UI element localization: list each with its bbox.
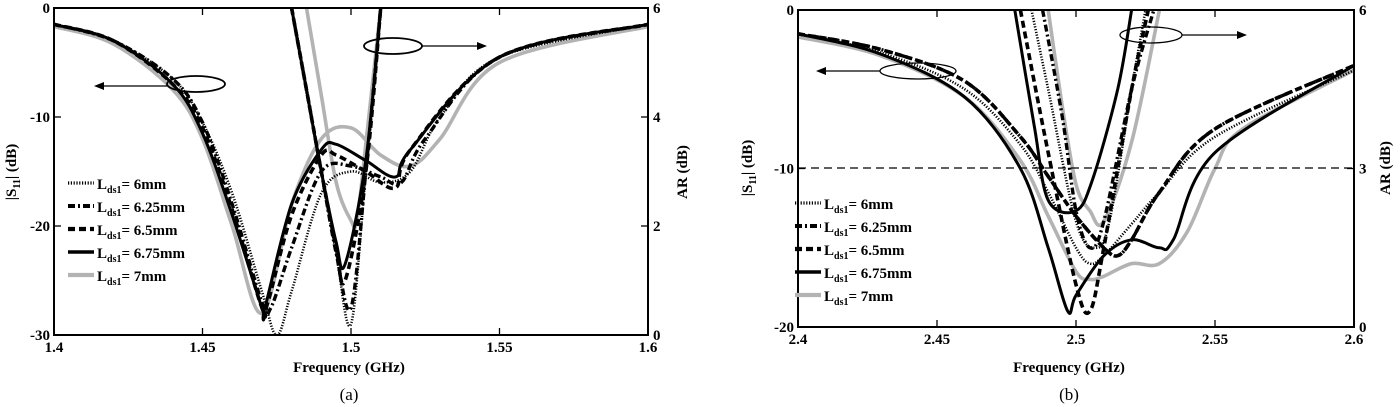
curve-ar-17mm bbox=[304, 8, 383, 230]
legend-label: Lds1= 7mm bbox=[824, 289, 894, 308]
y-tick-label: 0 bbox=[43, 1, 51, 17]
chart-a-caption: (a) bbox=[340, 385, 359, 404]
curve-s11-17mm bbox=[54, 24, 648, 315]
legend-label: Lds1= 7mm bbox=[97, 269, 167, 288]
y2-tick-label: 4 bbox=[653, 110, 661, 126]
arrow-left-icon bbox=[94, 82, 104, 90]
y-tick-label: -30 bbox=[30, 328, 50, 344]
legend-label: Lds1= 6.25mm bbox=[97, 200, 186, 219]
curve-ar-17mm bbox=[1046, 10, 1162, 228]
chart-b-y2label: AR (dB) bbox=[1378, 141, 1394, 195]
x-tick-label: 2.5 bbox=[1067, 332, 1086, 348]
y-tick-label: -20 bbox=[30, 219, 50, 235]
y-tick-label: 0 bbox=[787, 3, 795, 19]
y2-tick-label: 0 bbox=[653, 328, 661, 344]
curve-s11-16.75mm bbox=[54, 22, 648, 322]
ellipse-marker-icon bbox=[166, 75, 226, 93]
legend-label: Lds1= 6.75mm bbox=[824, 266, 913, 285]
legend-label: Lds1= 6mm bbox=[97, 177, 167, 196]
y2-tick-label: 3 bbox=[1359, 162, 1367, 178]
chart-a-ar-annotation bbox=[363, 37, 487, 55]
ellipse-marker-icon bbox=[1119, 26, 1183, 44]
ellipse-marker-icon bbox=[363, 37, 423, 55]
chart-a-s11-annotation bbox=[94, 75, 226, 93]
chart-a-legend: Lds1= 6mm Lds1= 6.25mm Lds1= 6.5mm Lds1= 6.… bbox=[68, 177, 186, 288]
y2-tick-label: 0 bbox=[1359, 320, 1367, 336]
y-tick-label: -10 bbox=[30, 110, 50, 126]
curve-ar-16.5mm bbox=[1018, 10, 1151, 316]
chart-b-ylabel: |S11| (dB) bbox=[740, 140, 759, 197]
x-tick-label: 1.6 bbox=[639, 340, 658, 356]
chart-a-xlabel: Frequency (GHz) bbox=[293, 360, 405, 376]
legend-label: Lds1= 6.25mm bbox=[824, 220, 913, 239]
y2-tick-label: 2 bbox=[653, 219, 661, 235]
legend-label: Lds1= 6mm bbox=[824, 197, 894, 216]
chart-a-curves bbox=[54, 8, 648, 335]
y2-tick-label: 6 bbox=[1359, 3, 1367, 19]
x-tick-label: 2.55 bbox=[1202, 332, 1228, 348]
x-tick-label: 2.6 bbox=[1345, 332, 1364, 348]
x-tick-label: 2.4 bbox=[789, 332, 808, 348]
arrow-left-icon bbox=[816, 67, 826, 75]
y-tick-label: -10 bbox=[774, 162, 794, 178]
legend-label: Lds1= 6.5mm bbox=[97, 223, 178, 242]
y2-tick-label: 6 bbox=[653, 1, 661, 17]
curve-s11-16.5mm bbox=[798, 32, 1354, 258]
chart-b-xlabel: Frequency (GHz) bbox=[1013, 360, 1125, 376]
chart-a-y2label: AR (dB) bbox=[675, 145, 691, 199]
x-tick-label: 1.4 bbox=[45, 340, 64, 356]
curve-ar-16.25mm bbox=[289, 8, 383, 312]
arrow-right-icon bbox=[477, 42, 487, 50]
legend-label: Lds1= 6.75mm bbox=[97, 246, 186, 265]
x-tick-label: 1.45 bbox=[189, 340, 215, 356]
curve-s11-16.75mm bbox=[798, 32, 1354, 315]
chart-a-ylabel: |S11| (dB) bbox=[4, 144, 23, 201]
x-tick-label: 1.55 bbox=[486, 340, 512, 356]
curve-ar-16.75mm bbox=[1013, 10, 1134, 215]
curve-s11-16.25mm bbox=[54, 22, 648, 317]
curve-ar-16.75mm bbox=[290, 8, 383, 271]
chart-b-caption: (b) bbox=[1059, 385, 1079, 404]
chart-b-ar-annotation bbox=[1119, 26, 1247, 44]
chart-b-s11-annotation bbox=[816, 62, 957, 80]
arrow-right-icon bbox=[1237, 31, 1247, 39]
x-tick-label: 2.45 bbox=[924, 332, 950, 348]
legend-label: Lds1= 6.5mm bbox=[824, 243, 905, 262]
y-tick-label: -20 bbox=[774, 320, 794, 336]
chart-b-legend: Lds1= 6mm Lds1= 6.25mm Lds1= 6.5mm Lds1= 6.… bbox=[795, 197, 913, 308]
x-tick-label: 1.5 bbox=[342, 340, 361, 356]
